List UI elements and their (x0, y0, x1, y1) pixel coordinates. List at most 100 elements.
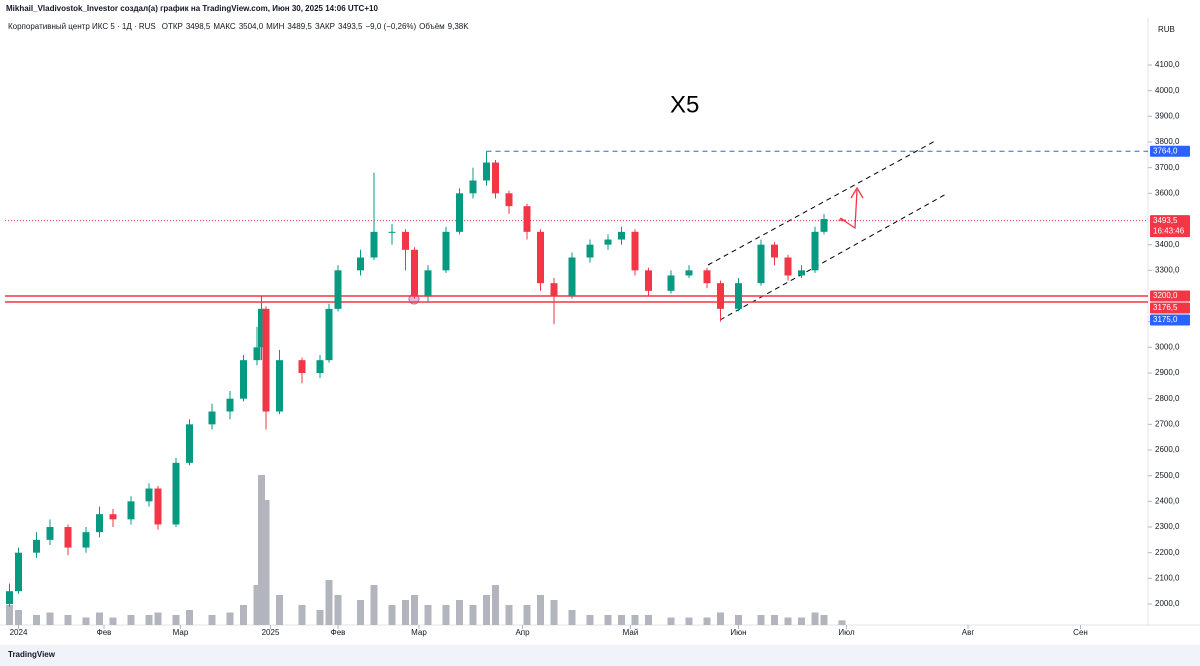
y-tick-label: 3300,0 (1155, 265, 1180, 274)
y-tick-label: 3000,0 (1155, 342, 1180, 351)
price-label-box (1150, 145, 1190, 157)
price-label: 3764,0 (1153, 146, 1178, 155)
volume-bar (537, 595, 544, 625)
x-tick-label: Мар (173, 628, 189, 637)
candle-body (631, 231, 639, 271)
x-tick-label: Фев (97, 628, 112, 637)
y-tick-label: 2500,0 (1155, 471, 1180, 480)
volume-bar (838, 620, 846, 625)
volume-bar (334, 595, 342, 625)
x-tick-label: Авг (962, 628, 975, 637)
price-label: 3175,0 (1153, 315, 1178, 324)
candle-body (456, 193, 463, 232)
x-tick-label: Мар (411, 628, 427, 637)
candle-body (784, 257, 792, 276)
y-tick-label: 2400,0 (1155, 496, 1180, 505)
volume-bar (811, 612, 819, 625)
price-label-box (1150, 215, 1190, 238)
candle-body (820, 218, 828, 232)
volume-bar (357, 600, 364, 625)
channel-upper (707, 139, 938, 266)
volume-bar (771, 615, 778, 625)
candle-body (798, 270, 805, 276)
legend-item-name: МАКС (213, 22, 236, 31)
candle-body (240, 360, 247, 399)
price-timer: 16:43:46 (1153, 226, 1185, 235)
volume-bar (208, 615, 216, 625)
x-tick-label: Фев (331, 628, 346, 637)
candle-body (771, 244, 778, 258)
volume-bar (784, 617, 792, 625)
volume-bar (253, 585, 261, 625)
y-tick-label: 4000,0 (1155, 86, 1180, 95)
volume-bar (631, 615, 639, 625)
candle-body (618, 231, 625, 240)
volume-bar (757, 615, 765, 625)
candle-body (442, 231, 450, 271)
x-tick-label: Май (623, 628, 639, 637)
price-label: 3493,5 (1153, 216, 1178, 225)
x-tick-label: Апр (515, 628, 530, 637)
x-tick-label: Сен (1073, 628, 1088, 637)
y-tick-label: 2000,0 (1155, 599, 1180, 608)
volume-bar (568, 610, 576, 625)
legend-item-value: 3504,0 (239, 22, 264, 31)
y-tick-label: 3600,0 (1155, 188, 1180, 197)
candle-body (757, 244, 765, 284)
candle-body (226, 398, 234, 412)
volume-bar (127, 615, 135, 625)
volume-bar (33, 615, 40, 625)
volume-bar (505, 605, 513, 625)
volume-bar (618, 615, 625, 625)
y-tick-label: 2700,0 (1155, 419, 1180, 428)
y-tick-label: 2900,0 (1155, 368, 1180, 377)
price-label: 3200,0 (1153, 291, 1178, 300)
volume-bar (820, 615, 828, 625)
y-tick-label: 2600,0 (1155, 445, 1180, 454)
price-label-box (1150, 302, 1190, 314)
y-tick-label: 2300,0 (1155, 522, 1180, 531)
volume-bar (258, 475, 265, 625)
candle-body (145, 488, 153, 502)
legend-volume-value: 9,38K (448, 22, 470, 31)
legend-item-value: 3489,5 (287, 22, 312, 31)
candle-body (82, 532, 90, 548)
volume-bar (145, 615, 153, 625)
candle-body (717, 283, 724, 309)
candle-body (208, 411, 216, 425)
legend-item-name: МИН (266, 22, 284, 31)
price-label-box (1150, 314, 1190, 326)
legend-item-value: 3493,5 (338, 22, 363, 31)
volume-bar (667, 617, 675, 625)
candle-body (469, 180, 477, 194)
candle-body (685, 270, 693, 276)
volume-bar (703, 617, 711, 625)
candle-body (483, 162, 490, 181)
y-tick-label: 3900,0 (1155, 111, 1180, 120)
legend-item-name: ЗАКР (315, 22, 335, 31)
channel-lower (719, 192, 949, 321)
candle-body (64, 527, 72, 548)
volume-bar (735, 615, 742, 625)
candle-body (492, 162, 499, 194)
y-tick-label: 3400,0 (1155, 240, 1180, 249)
candle-body (811, 231, 819, 271)
candle-body (109, 514, 117, 520)
volume-bar (411, 595, 418, 625)
candle-body (6, 591, 13, 605)
candle-body (402, 231, 409, 250)
price-label: 3176,5 (1153, 303, 1178, 312)
volume-bar (240, 605, 247, 625)
candle-body (388, 231, 396, 233)
candle-body (505, 193, 513, 207)
volume-bar (325, 580, 333, 625)
candle-body (276, 360, 283, 412)
volume-bar (483, 595, 490, 625)
volume-bar (226, 612, 234, 625)
candle-body (253, 347, 261, 361)
candle-body (172, 462, 180, 525)
candle-body (96, 514, 103, 533)
price-label-box (1150, 290, 1190, 302)
volume-bar (316, 610, 324, 625)
candle-body (586, 244, 594, 258)
